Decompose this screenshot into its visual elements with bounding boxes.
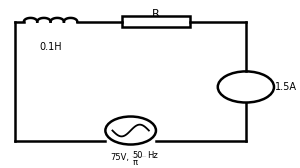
- Text: 50: 50: [133, 151, 143, 160]
- Text: R: R: [152, 9, 160, 19]
- Text: Hz: Hz: [147, 151, 158, 160]
- Text: 1.5A: 1.5A: [275, 82, 297, 92]
- Text: 0.1H: 0.1H: [39, 42, 62, 52]
- Text: 75V,: 75V,: [110, 153, 129, 162]
- Bar: [122, 16, 190, 27]
- Text: π: π: [133, 158, 138, 167]
